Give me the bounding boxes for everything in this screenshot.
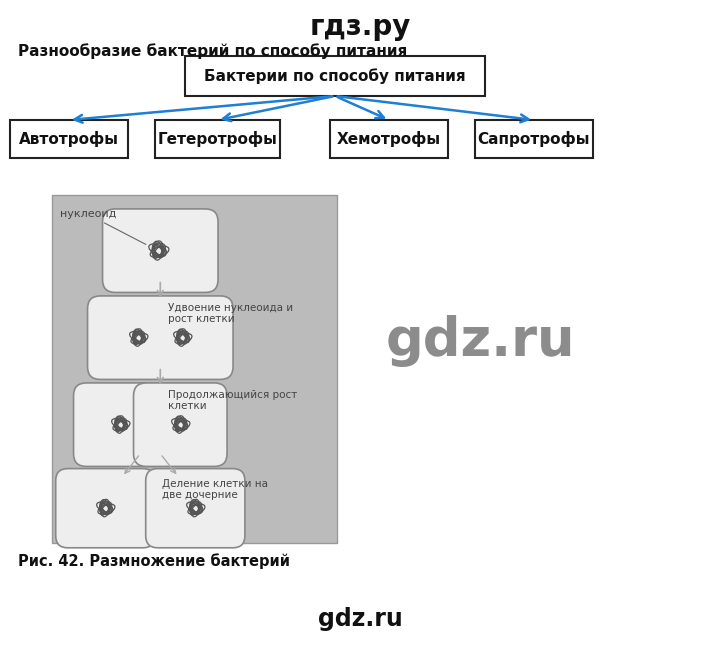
- Text: Сапротрофы: Сапротрофы: [478, 131, 590, 147]
- Text: гдз.ру: гдз.ру: [310, 13, 410, 41]
- FancyBboxPatch shape: [88, 296, 233, 380]
- Text: нуклеоид: нуклеоид: [60, 209, 117, 219]
- FancyBboxPatch shape: [155, 120, 280, 158]
- FancyBboxPatch shape: [102, 209, 218, 292]
- FancyBboxPatch shape: [145, 469, 245, 547]
- Text: Разнообразие бактерий по способу питания: Разнообразие бактерий по способу питания: [18, 43, 408, 59]
- Text: gdz.ru: gdz.ru: [385, 315, 575, 367]
- FancyBboxPatch shape: [133, 383, 227, 466]
- Text: Хемотрофы: Хемотрофы: [337, 131, 441, 147]
- Text: Автотрофы: Автотрофы: [19, 131, 119, 147]
- FancyBboxPatch shape: [52, 195, 337, 543]
- FancyBboxPatch shape: [10, 120, 128, 158]
- FancyBboxPatch shape: [185, 56, 485, 96]
- FancyBboxPatch shape: [73, 383, 167, 466]
- Text: gdz.ru: gdz.ru: [318, 607, 402, 631]
- FancyBboxPatch shape: [55, 469, 155, 547]
- FancyBboxPatch shape: [475, 120, 593, 158]
- Text: Деление клетки на
две дочерние: Деление клетки на две дочерние: [162, 478, 269, 501]
- Text: Продолжающийся рост
клетки: Продолжающийся рост клетки: [168, 390, 297, 411]
- Text: Удвоение нуклеоида и
рост клетки: Удвоение нуклеоида и рост клетки: [168, 303, 294, 324]
- FancyBboxPatch shape: [330, 120, 448, 158]
- Text: Бактерии по способу питания: Бактерии по способу питания: [204, 68, 466, 84]
- Text: Рис. 42. Размножение бактерий: Рис. 42. Размножение бактерий: [18, 553, 290, 569]
- Text: Гетеротрофы: Гетеротрофы: [158, 131, 277, 147]
